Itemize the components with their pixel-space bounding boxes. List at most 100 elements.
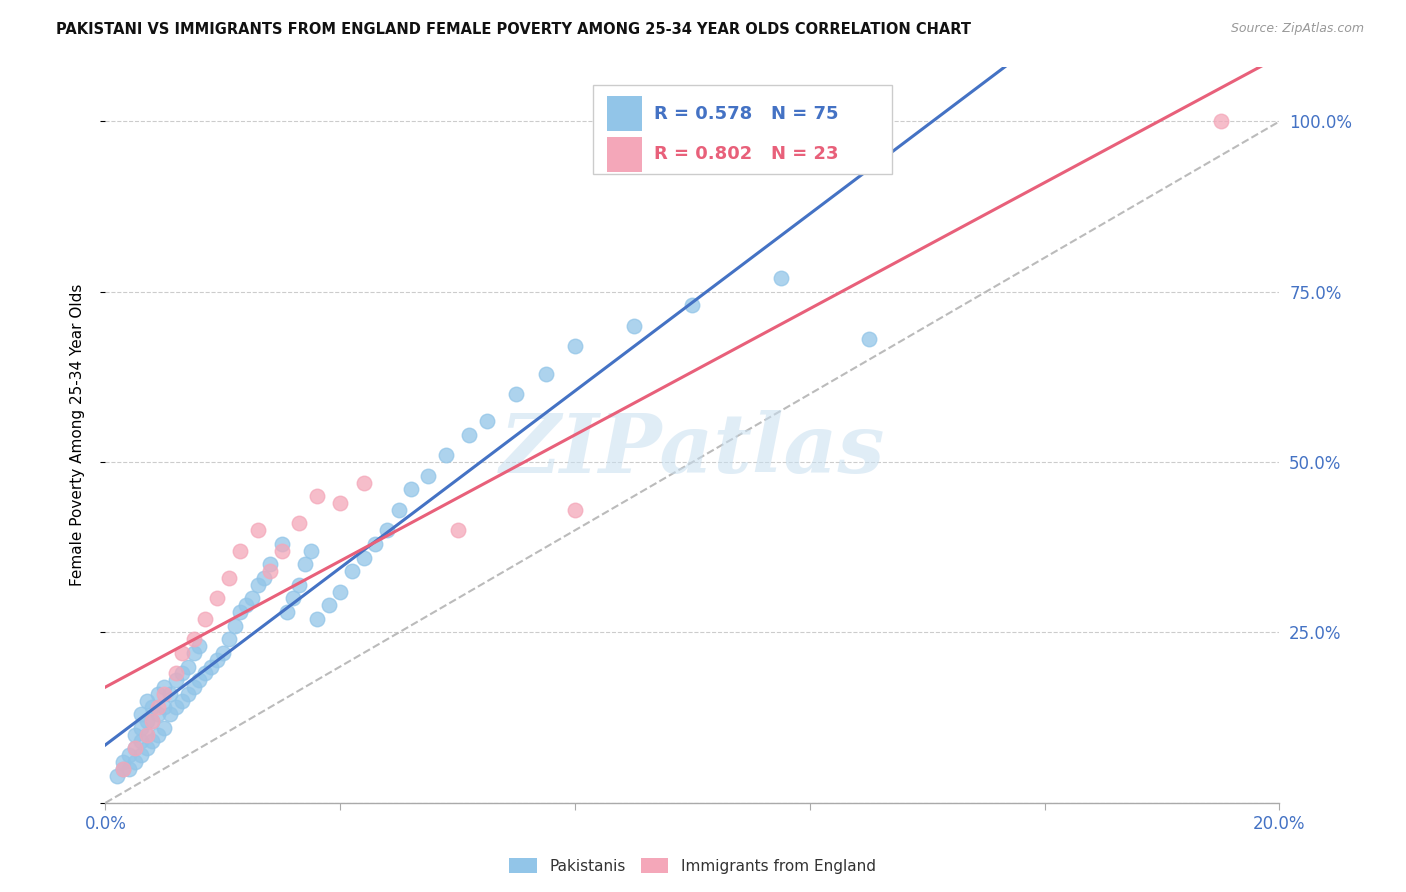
Point <box>124 741 146 756</box>
Point <box>288 578 311 592</box>
Point <box>858 333 880 347</box>
Point <box>153 700 176 714</box>
Point <box>224 618 246 632</box>
Point <box>112 762 135 776</box>
Point <box>148 687 170 701</box>
Point <box>183 632 205 647</box>
Point <box>165 673 187 688</box>
Point <box>299 543 322 558</box>
Point <box>159 707 181 722</box>
Point <box>534 367 557 381</box>
Point <box>505 387 527 401</box>
Point <box>118 762 141 776</box>
Point <box>205 653 228 667</box>
Text: R = 0.802   N = 23: R = 0.802 N = 23 <box>654 145 838 163</box>
Point <box>135 741 157 756</box>
Point <box>135 728 157 742</box>
Point <box>188 639 211 653</box>
Text: R = 0.578   N = 75: R = 0.578 N = 75 <box>654 104 838 122</box>
Point <box>148 700 170 714</box>
Point <box>353 475 375 490</box>
Point <box>288 516 311 531</box>
Point <box>124 741 146 756</box>
Point <box>294 558 316 572</box>
Point <box>270 537 292 551</box>
Point <box>329 584 352 599</box>
Point <box>318 598 340 612</box>
Point <box>458 428 481 442</box>
Point <box>399 483 422 497</box>
Point <box>270 543 292 558</box>
Point <box>129 734 152 748</box>
Point <box>769 271 792 285</box>
Point <box>112 755 135 769</box>
Point <box>240 591 263 606</box>
Point <box>141 714 163 728</box>
Point <box>153 687 176 701</box>
Point <box>211 646 233 660</box>
Point <box>170 693 193 707</box>
Point <box>247 578 270 592</box>
Point <box>353 550 375 565</box>
Point <box>259 564 281 578</box>
Point <box>218 571 240 585</box>
Point <box>682 298 704 312</box>
Point <box>176 687 198 701</box>
Point <box>153 680 176 694</box>
Point <box>194 666 217 681</box>
Point <box>170 666 193 681</box>
Y-axis label: Female Poverty Among 25-34 Year Olds: Female Poverty Among 25-34 Year Olds <box>70 284 84 586</box>
Point <box>170 646 193 660</box>
Point <box>475 414 498 428</box>
Point <box>124 728 146 742</box>
Point <box>247 523 270 537</box>
Point <box>205 591 228 606</box>
Point <box>129 721 152 735</box>
Point <box>305 489 328 503</box>
Point <box>129 707 152 722</box>
Point <box>340 564 363 578</box>
Point <box>418 468 440 483</box>
Point <box>183 646 205 660</box>
Point <box>176 659 198 673</box>
Point <box>141 700 163 714</box>
Point <box>375 523 398 537</box>
FancyBboxPatch shape <box>593 86 891 174</box>
Point <box>188 673 211 688</box>
Point <box>112 762 135 776</box>
Point <box>141 734 163 748</box>
Point <box>623 318 645 333</box>
Point <box>388 503 411 517</box>
Legend: Pakistanis, Immigrants from England: Pakistanis, Immigrants from England <box>503 852 882 880</box>
Point <box>165 666 187 681</box>
Point <box>194 612 217 626</box>
Point <box>434 448 457 462</box>
Point <box>218 632 240 647</box>
Text: ZIPatlas: ZIPatlas <box>499 409 886 490</box>
Point <box>253 571 276 585</box>
Text: Source: ZipAtlas.com: Source: ZipAtlas.com <box>1230 22 1364 36</box>
Point <box>276 605 298 619</box>
Bar <box>607 96 643 131</box>
Point <box>118 748 141 763</box>
Point <box>135 693 157 707</box>
Bar <box>607 136 643 172</box>
Point <box>446 523 468 537</box>
Text: PAKISTANI VS IMMIGRANTS FROM ENGLAND FEMALE POVERTY AMONG 25-34 YEAR OLDS CORREL: PAKISTANI VS IMMIGRANTS FROM ENGLAND FEM… <box>56 22 972 37</box>
Point <box>141 714 163 728</box>
Point <box>165 700 187 714</box>
Point <box>200 659 222 673</box>
Point <box>564 339 586 353</box>
Point <box>229 543 252 558</box>
Point <box>305 612 328 626</box>
Point <box>1209 114 1232 128</box>
Point <box>329 496 352 510</box>
Point <box>148 707 170 722</box>
Point <box>159 687 181 701</box>
Point <box>283 591 305 606</box>
Point <box>364 537 387 551</box>
Point <box>105 768 128 782</box>
Point <box>564 503 586 517</box>
Point <box>229 605 252 619</box>
Point <box>148 728 170 742</box>
